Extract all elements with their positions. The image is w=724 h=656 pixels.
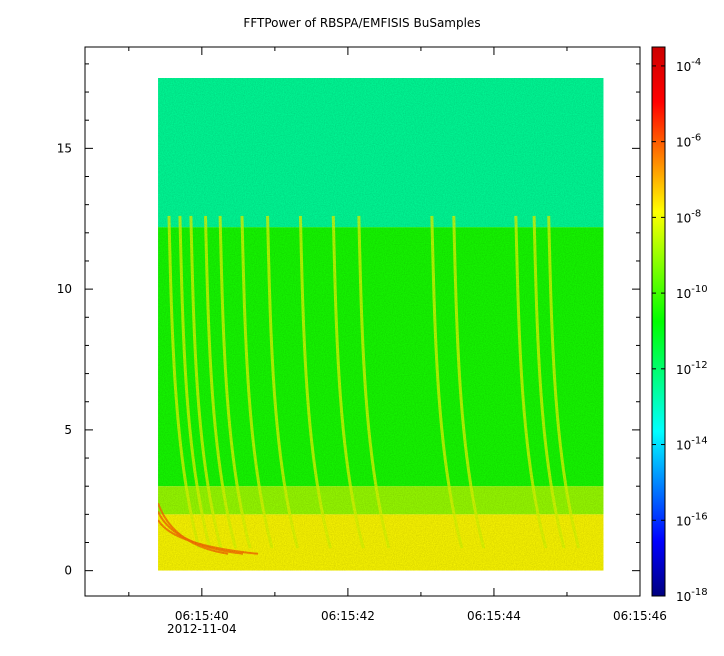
x-tick-label: 06:15:46 — [613, 609, 667, 623]
colorbar-tick-label: 10-18 — [676, 587, 708, 604]
x-date-label: 2012-11-04 — [167, 622, 237, 636]
y-tick-label: 15 — [57, 141, 72, 155]
colorbar-ticks: 10-4 10-6 10-8 10-10 10-12 10-14 10-16 10-18 — [652, 57, 708, 604]
colorbar-tick-label: 10-6 — [676, 133, 701, 150]
colorbar-tick-label: 10-14 — [676, 436, 708, 453]
x-axis: 06:15:40 06:15:42 06:15:44 06:15:46 2012-11-… — [128, 47, 667, 636]
colorbar-tick-label: 10-12 — [676, 360, 708, 377]
x-tick-label: 06:15:42 — [321, 609, 375, 623]
x-tick-label: 06:15:40 — [175, 609, 229, 623]
y-tick-label: 0 — [64, 564, 72, 578]
y-tick-label: 10 — [57, 282, 72, 296]
x-tick-label: 06:15:44 — [467, 609, 521, 623]
spectrogram-image — [158, 77, 604, 571]
colorbar-tick-label: 10-16 — [676, 511, 708, 528]
colorbar-tick-label: 10-4 — [676, 57, 701, 74]
colorbar-tick-label: 10-10 — [676, 284, 708, 301]
chart-title: FFTPower of RBSPA/EMFISIS BuSamples — [243, 16, 481, 30]
y-axis: 0 5 10 15 — [57, 63, 640, 578]
y-tick-label: 5 — [64, 423, 72, 437]
colorbar-tick-label: 10-8 — [676, 208, 701, 225]
colorbar — [651, 46, 666, 597]
spectrogram-noise — [158, 77, 604, 571]
